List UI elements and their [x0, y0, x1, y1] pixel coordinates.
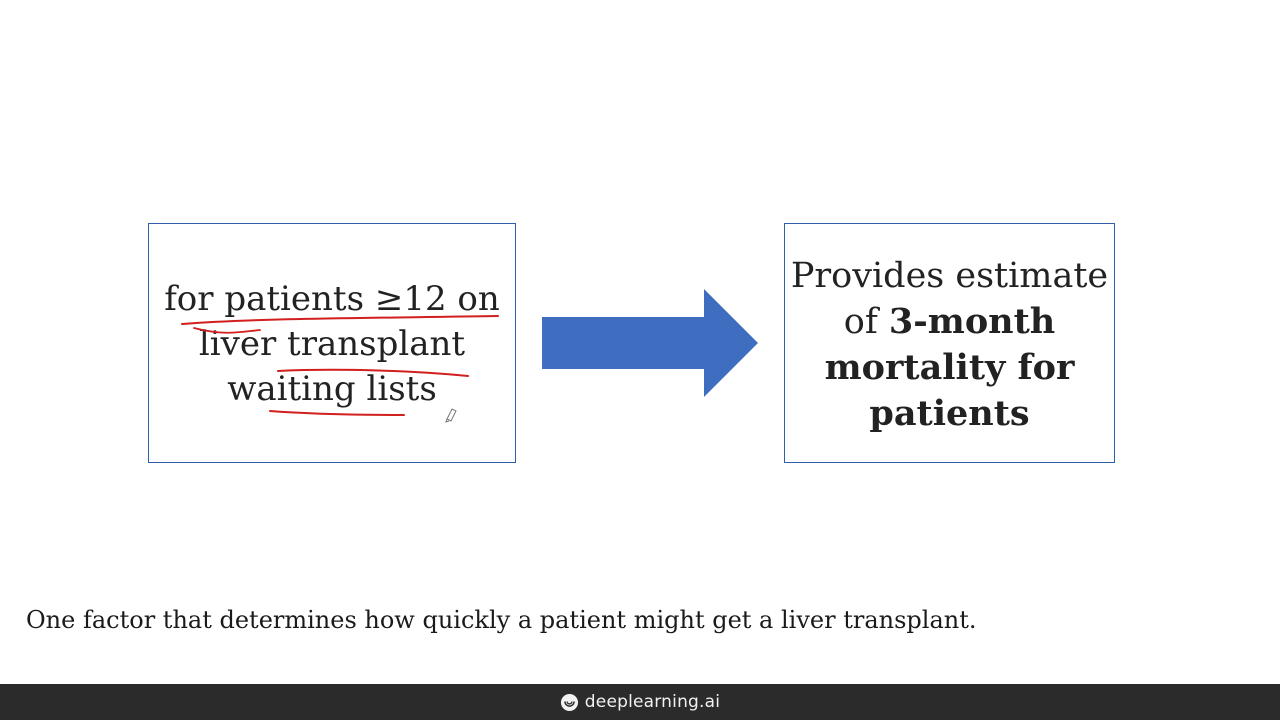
condition-line-3: waiting lists: [227, 369, 437, 409]
output-text: Provides estimate of 3-month mortality f…: [785, 254, 1114, 437]
output-line-4: patients: [869, 393, 1030, 434]
output-line-3: mortality for: [824, 347, 1075, 388]
footer-bar: deeplearning.ai: [0, 684, 1280, 720]
condition-line-2: liver transplant: [198, 324, 466, 364]
condition-line-1: for patients ≥12 on: [164, 279, 500, 319]
slide-caption: One factor that determines how quickly a…: [26, 606, 977, 634]
input-condition-text: for patients ≥12 on liver transplant wai…: [149, 277, 515, 412]
input-condition-box: for patients ≥12 on liver transplant wai…: [148, 223, 516, 463]
brand-name: deeplearning.ai: [584, 692, 721, 712]
output-line-2-bold: 3-month: [888, 301, 1056, 342]
brand: deeplearning.ai: [560, 692, 720, 712]
output-box: Provides estimate of 3-month mortality f…: [784, 223, 1115, 463]
output-line-1: Provides estimate: [790, 256, 1109, 296]
output-line-2-prefix: of: [843, 302, 889, 342]
slide: for patients ≥12 on liver transplant wai…: [26, 223, 1115, 634]
deeplearning-logo-icon: [560, 693, 578, 711]
output-line-2: of 3-month: [785, 299, 1114, 345]
right-arrow-icon: [542, 289, 758, 397]
